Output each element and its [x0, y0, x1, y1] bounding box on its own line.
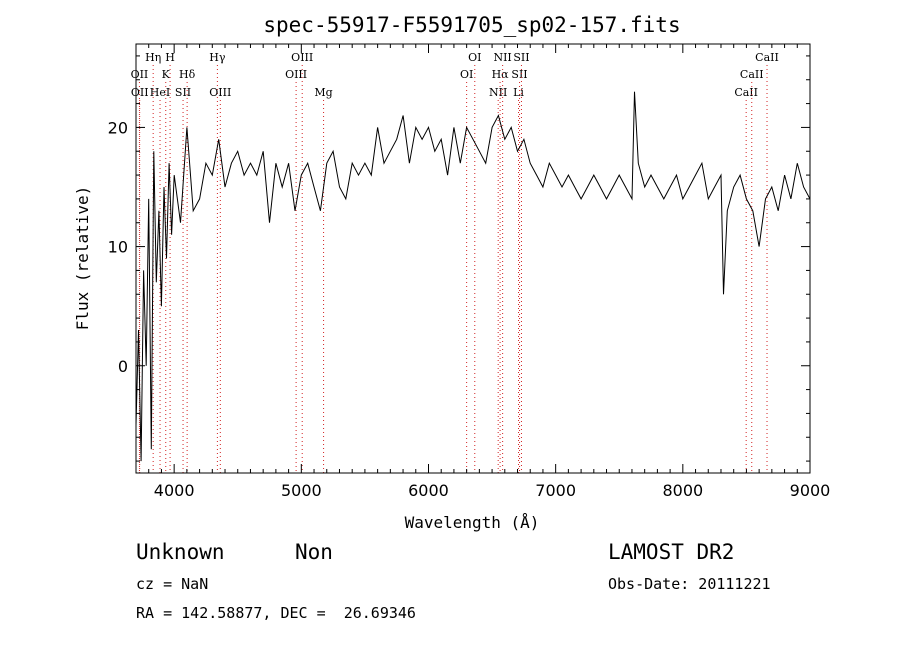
line-marker-label-23: CaII [755, 51, 779, 64]
axes: 4000 5000 6000 7000 8000 9000 0 10 20 [108, 44, 831, 500]
line-marker-label-10: OIII [285, 68, 307, 81]
spectrum-series [136, 91, 810, 462]
redshift-label: cz = NaN [136, 575, 209, 593]
line-marker-label-0: OII [131, 68, 149, 81]
line-marker-label-22: CaII [740, 68, 764, 81]
y-tick-label-1: 10 [108, 238, 128, 257]
line-marker-label-18: Li [513, 86, 524, 99]
line-marker-label-21: CaII [734, 86, 758, 99]
chart-title: spec-55917-F5591705_sp02-157.fits [263, 13, 680, 37]
x-tick-label-3: 7000 [535, 481, 576, 500]
line-marker-label-1: OII [131, 86, 149, 99]
subclass-label: Non [295, 540, 333, 564]
line-marker-label-16: Hα [492, 68, 510, 81]
x-tick-label-5: 9000 [790, 481, 831, 500]
line-marker-label-11: OIII [291, 51, 313, 64]
line-marker-label-13: OI [460, 68, 473, 81]
plot-frame [135, 43, 811, 474]
line-marker-label-3: K [162, 68, 171, 81]
x-tick-label-1: 5000 [281, 481, 322, 500]
line-marker-label-15: NII [489, 86, 507, 99]
line-marker-label-7: Hδ [179, 68, 196, 81]
survey-label: LAMOST DR2 [608, 540, 735, 564]
line-marker-label-17: NII [493, 51, 511, 64]
class-label: Unknown [136, 540, 225, 564]
line-marker-label-6: SII [175, 86, 191, 99]
line-marker-label-8: Hγ [209, 51, 226, 64]
line-marker-label-19: SII [511, 68, 527, 81]
coordinates-label: RA = 142.58877, DEC = 26.69346 [136, 604, 416, 622]
x-tick-label-0: 4000 [154, 481, 195, 500]
obs-date-label: Obs-Date: 20111221 [608, 575, 771, 593]
x-axis-label: Wavelength (Å) [405, 513, 540, 532]
line-marker-label-12: Mg [314, 86, 332, 99]
spectrum-line [136, 91, 810, 462]
y-tick-label-0: 0 [118, 357, 128, 376]
line-marker-label-4: H [165, 51, 175, 64]
y-tick-label-2: 20 [108, 118, 128, 137]
x-tick-label-2: 6000 [408, 481, 449, 500]
x-tick-label-4: 8000 [662, 481, 703, 500]
line-marker-label-5: HeI [150, 86, 170, 99]
line-marker-label-2: Hη [145, 51, 161, 64]
line-marker-label-14: OI [468, 51, 481, 64]
line-marker-label-20: SII [513, 51, 529, 64]
y-axis-label: Flux (relative) [73, 186, 92, 331]
line-marker-label-9: OIII [209, 86, 231, 99]
